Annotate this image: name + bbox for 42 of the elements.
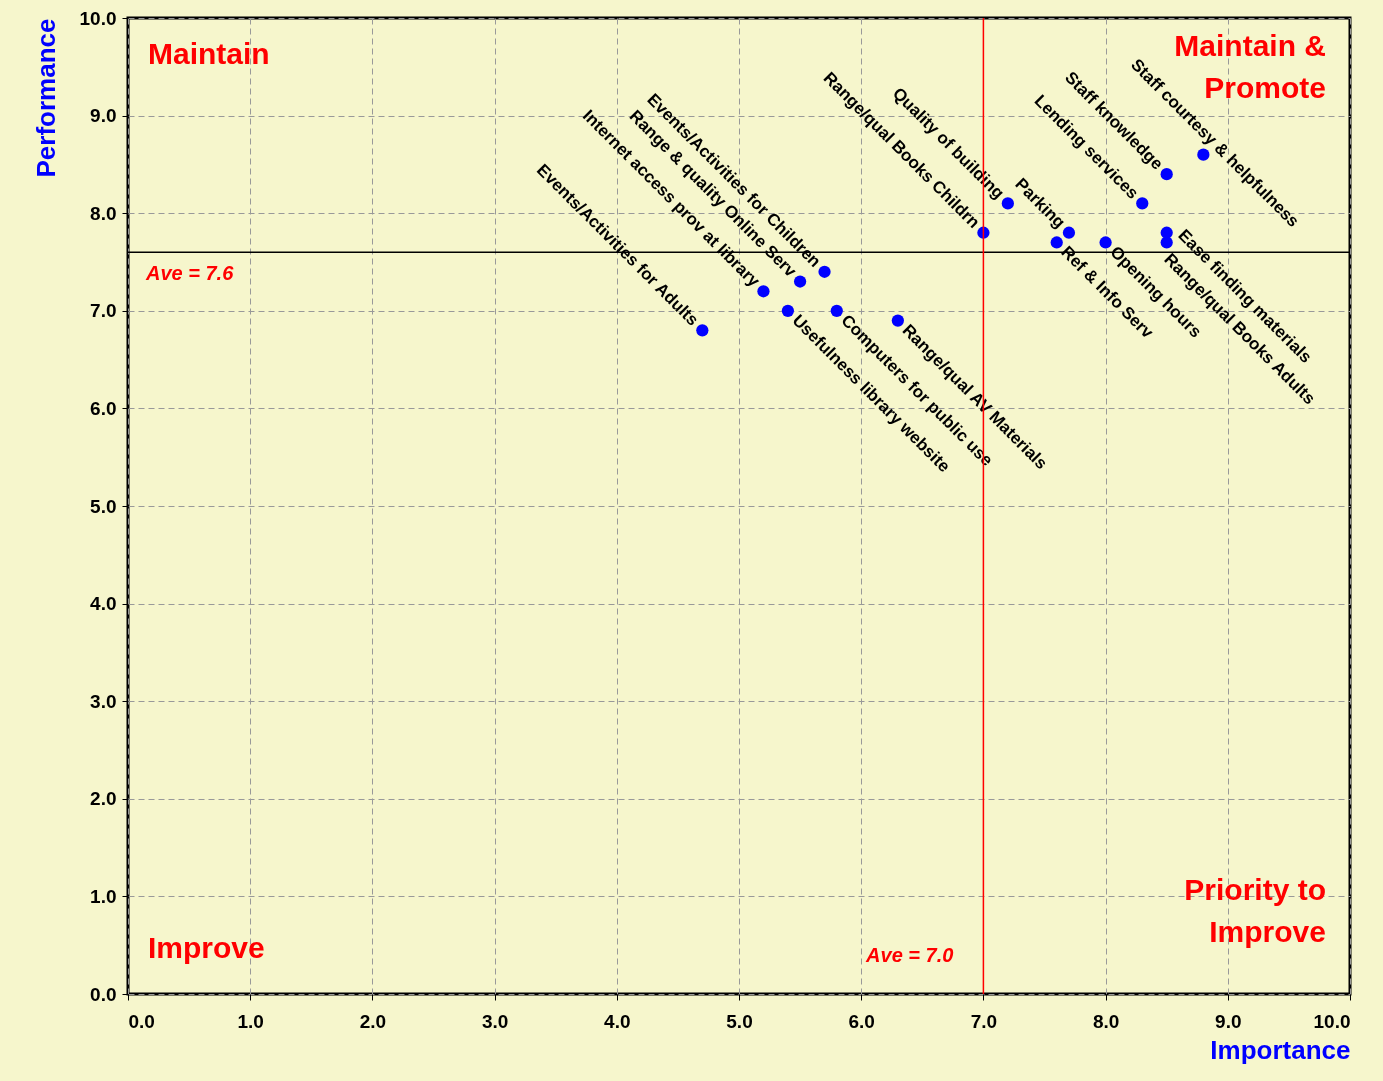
annotation: Improve: [148, 931, 265, 964]
y-tick-label: 8.0: [90, 202, 117, 224]
point: [793, 275, 807, 288]
y-tick-label: 6.0: [90, 397, 117, 419]
y-axis-title: Performance: [30, 18, 61, 178]
x-tick-label: 5.0: [726, 1010, 753, 1032]
point: [1001, 197, 1014, 210]
x-tick-label: 3.0: [481, 1010, 509, 1032]
y-tick-label: 10.0: [79, 7, 117, 29]
x-tick-label: 9.0: [1215, 1010, 1242, 1032]
ref-line-label: Ave = 7.6: [145, 262, 235, 285]
x-tick-label: 8.0: [1092, 1010, 1120, 1032]
point: [696, 324, 709, 337]
x-tick-label: 6.0: [848, 1010, 875, 1032]
y-tick-label: 2.0: [90, 788, 117, 810]
x-tick-label: 7.0: [970, 1010, 998, 1032]
x-tick-label: 4.0: [604, 1010, 631, 1032]
y-tick-label: 0.0: [90, 983, 117, 1005]
y-tick-label: 1.0: [90, 885, 117, 907]
point: [1160, 168, 1173, 181]
y-tick-label: 3.0: [90, 690, 117, 712]
point: [1062, 226, 1076, 239]
ref-line-label: Ave = 7.0: [865, 944, 954, 966]
point: [1160, 236, 1173, 249]
annotation: Priority to Improve: [1184, 873, 1326, 948]
x-tick-label: 2.0: [359, 1010, 387, 1032]
point: [757, 285, 770, 298]
y-tick-label: 5.0: [90, 495, 117, 517]
point: [1136, 197, 1149, 210]
y-tick-label: 7.0: [90, 300, 117, 322]
point: [1197, 148, 1210, 161]
annotation: Maintain: [148, 37, 270, 70]
point: [781, 304, 794, 317]
point: [1050, 236, 1063, 249]
x-tick-label: 0.0: [128, 1010, 155, 1032]
y-tick-label: 4.0: [90, 593, 117, 615]
point: [818, 265, 831, 278]
x-axis-title: Importance: [1210, 1034, 1351, 1065]
x-tick-label: 1.0: [237, 1010, 264, 1032]
x-tick-label: 10.0: [1313, 1010, 1351, 1032]
y-tick-label: 9.0: [90, 105, 117, 127]
point: [1099, 236, 1112, 249]
